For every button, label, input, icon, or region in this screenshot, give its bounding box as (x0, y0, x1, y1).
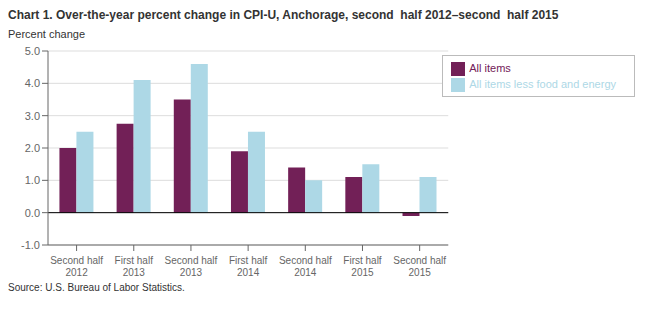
svg-text:0.0: 0.0 (25, 207, 40, 219)
html-text:All items: All items (469, 62, 511, 74)
html-text:Source: U.S. Bureau of Labor S: Source: U.S. Bureau of Labor Statistics. (8, 282, 185, 293)
svg-text:First half2014: First half2014 (229, 255, 268, 278)
html-text:All items less food and energy: All items less food and energy (469, 78, 616, 91)
svg-text:5.0: 5.0 (25, 45, 40, 57)
svg-text:Second half2013: Second half2013 (165, 255, 218, 278)
svg-text:Second half2012: Second half2012 (50, 255, 103, 278)
svg-text:4.0: 4.0 (25, 77, 40, 89)
svg-text:First half2013: First half2013 (115, 255, 154, 278)
svg-text:-1.0: -1.0 (21, 239, 40, 251)
svg-text:1.0: 1.0 (25, 174, 40, 186)
svg-text:2.0: 2.0 (25, 142, 40, 154)
svg-text:First half2015: First half2015 (343, 255, 382, 278)
svg-text:3.0: 3.0 (25, 110, 40, 122)
svg-text:Second half2015: Second half2015 (393, 255, 446, 278)
html-text:Chart 1. Over-the-year percent: Chart 1. Over-the-year percent change in… (8, 8, 559, 22)
html-text:Percent change: Percent change (8, 28, 86, 40)
svg-text:Second half2014: Second half2014 (279, 255, 332, 278)
